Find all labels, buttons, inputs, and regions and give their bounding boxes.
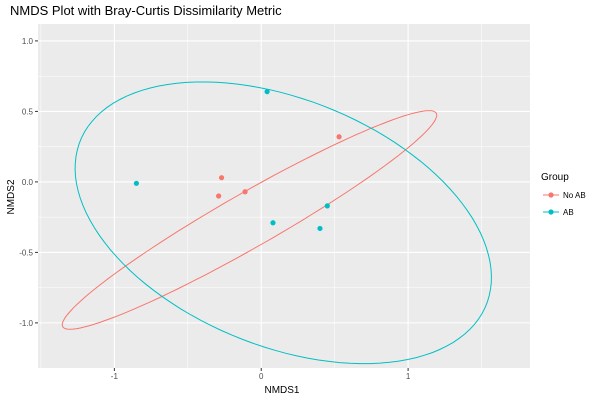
major-gridlines [38,24,530,368]
x-tick-label: 1 [406,372,411,381]
minor-gridlines [38,24,530,368]
legend-label: No AB [563,191,586,200]
chart-title: NMDS Plot with Bray-Curtis Dissimilarity… [10,3,282,18]
data-points [133,89,342,232]
y-tick-label: 0.0 [22,178,34,187]
y-tick-label: 0.5 [22,107,34,116]
point-ab [270,220,276,226]
plot-panel [38,24,530,368]
point-no-ab [216,193,222,199]
point-no-ab [242,189,248,195]
point-ab [324,203,330,209]
y-tick-label: -1.0 [19,319,33,328]
x-tick-label: -1 [111,372,119,381]
confidence-ellipses [61,81,492,365]
legend: Group No AB AB [541,172,586,217]
y-tick-label: 1.0 [22,37,34,46]
legend-title: Group [541,172,569,183]
point-no-ab [336,134,342,140]
point-ab [317,225,323,232]
point-no-ab [218,175,225,181]
legend-key-point [548,192,554,198]
ellipse-ab [74,81,492,365]
y-tick-label: -0.5 [19,248,33,257]
point-ab [133,180,139,186]
x-tick-label: 0 [259,372,264,381]
point-ab [264,89,270,95]
legend-label: AB [563,208,574,217]
x-axis-label: NMDS1 [264,385,299,396]
axis-ticks: -1 0 1 -1.0 -0.5 0.0 0.5 1.0 [19,37,411,381]
legend-key-point [548,209,554,215]
ellipse-no-ab [61,110,438,330]
y-axis-label: NMDS2 [6,179,17,214]
